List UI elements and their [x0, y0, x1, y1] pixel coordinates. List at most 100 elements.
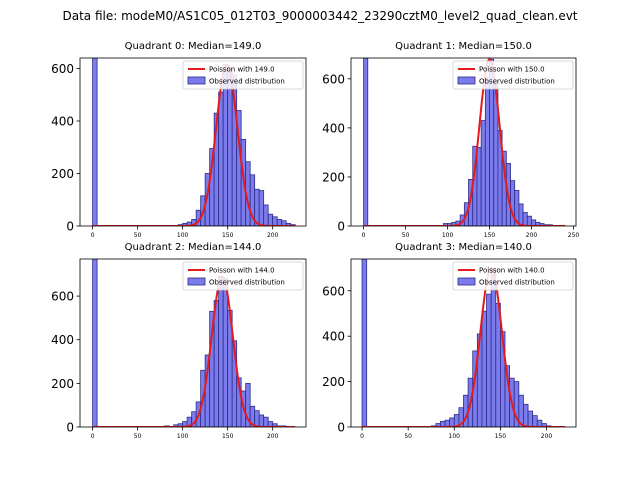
- x-tick-label: 100: [177, 232, 189, 239]
- panel-title: Quadrant 2: Median=144.0: [125, 242, 262, 253]
- legend: Poisson with 140.0 Observed distribution: [452, 261, 574, 291]
- y-tick-label: 400: [322, 121, 345, 135]
- x-tick-label: 0: [91, 232, 95, 239]
- histogram-bar: [263, 204, 269, 226]
- histogram-bar: [227, 68, 233, 226]
- histogram-bar: [526, 215, 532, 226]
- legend-box: [182, 261, 304, 291]
- histogram-bar: [490, 267, 497, 427]
- y-tick-label: 0: [337, 220, 345, 234]
- poisson-fit-line: [92, 63, 296, 226]
- histogram-bar: [541, 423, 547, 427]
- quadrant-1-panel: Quadrant 1: Median=150.0 0 50 100 150 200 250 0…: [322, 41, 579, 239]
- x-tick-label: 150: [484, 232, 496, 239]
- histogram-bar: [245, 382, 251, 427]
- quadrant-2-panel: Quadrant 2: Median=144.0 0 50 100 150 200 0 200…: [51, 242, 307, 440]
- x-tick-label: 50: [134, 232, 142, 239]
- histogram-bar: [518, 203, 524, 226]
- legend-box: [452, 60, 574, 90]
- x-tick-label: 50: [404, 433, 412, 440]
- histogram-bar: [258, 414, 265, 427]
- y-tick-label: 600: [322, 72, 345, 86]
- legend-fit-label: Poisson with 140.0: [479, 267, 545, 275]
- histogram-bar: [522, 212, 528, 226]
- x-tick-label: 250: [568, 232, 580, 239]
- axes-frame: [79, 258, 307, 428]
- axes-frame: [350, 57, 577, 227]
- legend-bar-swatch: [187, 277, 206, 286]
- panel-title: Quadrant 3: Median=140.0: [395, 242, 532, 253]
- histogram-bar: [486, 293, 492, 427]
- legend: Poisson with 150.0 Observed distribution: [452, 60, 574, 90]
- y-tick-label: 200: [322, 375, 345, 389]
- y-tick-label: 600: [322, 284, 345, 298]
- x-tick-label: 0: [362, 232, 366, 239]
- legend-fit-label: Poisson with 144.0: [209, 267, 275, 275]
- y-tick-label: 0: [66, 421, 74, 435]
- histogram-bar: [484, 77, 490, 226]
- histogram-bar: [527, 410, 534, 427]
- quadrant-3-panel: Quadrant 3: Median=140.0 0 50 100 150 200 0 200…: [322, 242, 577, 440]
- legend-hist-label: Observed distribution: [209, 279, 285, 287]
- histogram-bar: [495, 302, 501, 427]
- panel-title: Quadrant 0: Median=149.0: [125, 41, 262, 52]
- histogram-bar: [258, 190, 265, 226]
- y-tick-label: 200: [51, 167, 74, 181]
- panel-title: Quadrant 1: Median=150.0: [395, 41, 532, 52]
- legend-box: [182, 60, 304, 90]
- y-tick-label: 400: [51, 115, 74, 129]
- legend-bar-swatch: [457, 277, 476, 286]
- x-tick-label: 100: [442, 232, 454, 239]
- legend-box: [452, 261, 574, 291]
- x-tick-label: 200: [526, 232, 538, 239]
- legend-hist-label: Observed distribution: [479, 279, 555, 287]
- histogram-bar: [218, 91, 224, 226]
- y-tick-label: 400: [322, 330, 345, 344]
- legend-hist-label: Observed distribution: [209, 78, 285, 86]
- histogram-bar: [449, 417, 455, 427]
- x-tick-label: 200: [267, 433, 279, 440]
- y-tick-label: 0: [66, 220, 74, 234]
- y-tick-label: 200: [51, 377, 74, 391]
- legend-hist-label: Observed distribution: [479, 78, 555, 86]
- histogram-bar: [92, 58, 98, 226]
- histogram-bar: [363, 58, 369, 226]
- x-tick-label: 150: [495, 433, 507, 440]
- y-tick-label: 200: [322, 170, 345, 184]
- histogram-bar: [254, 410, 260, 427]
- legend: Poisson with 144.0 Observed distribution: [182, 261, 304, 291]
- histogram-bar: [361, 259, 368, 427]
- legend: Poisson with 149.0 Observed distribution: [182, 60, 304, 90]
- quadrant-0-panel: Quadrant 0: Median=149.0 0 50 100 150 200 0 200…: [51, 41, 307, 239]
- histogram-bar: [92, 259, 98, 427]
- histogram-bar: [272, 216, 278, 226]
- histogram-bar: [213, 300, 220, 427]
- figure-title: Data file: modeM0/AS1C05_012T03_90000034…: [62, 9, 577, 23]
- x-tick-label: 200: [541, 433, 553, 440]
- x-tick-label: 100: [177, 433, 189, 440]
- histogram-bar: [267, 213, 274, 226]
- histogram-bar: [218, 276, 224, 427]
- legend-bar-swatch: [457, 76, 476, 85]
- legend-bar-swatch: [187, 76, 206, 85]
- histogram-bar: [536, 419, 543, 427]
- legend-fit-label: Poisson with 149.0: [209, 66, 275, 74]
- histogram-bar: [481, 310, 487, 427]
- histogram-bar: [532, 415, 538, 427]
- x-tick-label: 150: [222, 232, 234, 239]
- poisson-fit-line: [92, 275, 296, 427]
- x-tick-label: 50: [402, 232, 410, 239]
- axes-frame: [79, 57, 307, 227]
- x-tick-label: 0: [91, 433, 95, 440]
- y-tick-label: 400: [51, 333, 74, 347]
- histogram-bars: [92, 58, 296, 226]
- y-tick-label: 600: [51, 62, 74, 76]
- y-tick-label: 600: [51, 290, 74, 304]
- histogram-bar: [476, 147, 482, 226]
- x-tick-label: 0: [360, 433, 364, 440]
- x-tick-label: 200: [267, 232, 279, 239]
- histogram-bar: [222, 278, 229, 427]
- axes-frame: [350, 258, 577, 428]
- x-tick-label: 150: [222, 433, 234, 440]
